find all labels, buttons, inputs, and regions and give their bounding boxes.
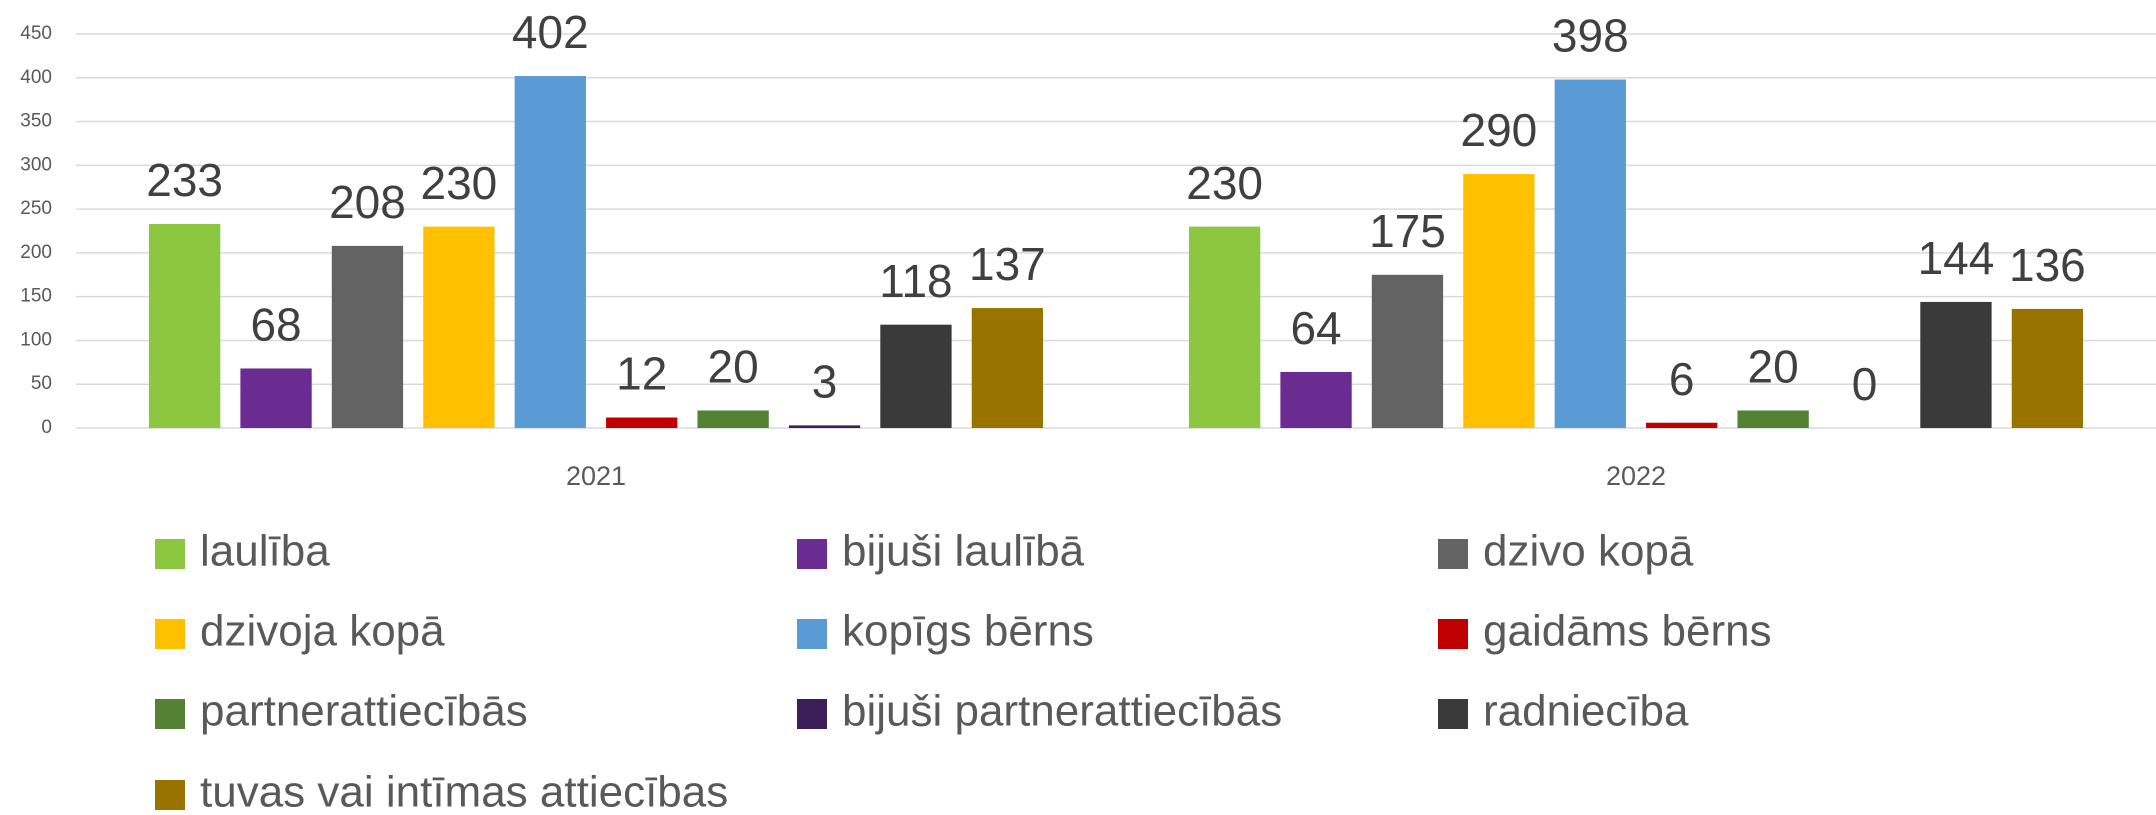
legend-label: partnerattiecībās (200, 687, 528, 736)
y-tick-label: 400 (20, 67, 52, 88)
bar (2011, 308, 2084, 428)
bar (1188, 226, 1261, 428)
legend-label: dzivoja kopā (200, 607, 445, 656)
y-tick-label: 0 (41, 417, 52, 438)
bar (1737, 410, 1809, 428)
legend-label: laulība (200, 527, 330, 576)
value-label: 290 (1461, 104, 1538, 156)
bar (788, 425, 861, 428)
bar (423, 226, 495, 428)
y-tick-label: 300 (20, 154, 52, 175)
legend-swatch (155, 539, 185, 569)
bar (148, 223, 221, 428)
x-tick-label: 2021 (566, 461, 626, 491)
y-tick-label: 50 (31, 373, 52, 394)
bar (1646, 422, 1718, 428)
y-tick-label: 100 (20, 329, 52, 350)
legend-swatch (797, 619, 827, 649)
value-label: 233 (146, 154, 223, 206)
y-tick-label: 450 (20, 23, 52, 44)
legend-swatch (155, 780, 185, 810)
bar (880, 324, 952, 428)
bar (1554, 79, 1626, 428)
value-label: 175 (1369, 205, 1446, 257)
bar (331, 245, 404, 428)
value-label: 402 (512, 6, 589, 58)
value-label: 118 (879, 255, 952, 307)
legend-swatch (155, 619, 185, 649)
value-label: 230 (1186, 157, 1263, 209)
value-label: 230 (421, 157, 498, 209)
legend-label: gaidāms bērns (1483, 607, 1772, 656)
bar (971, 308, 1044, 428)
value-label: 6 (1669, 353, 1695, 405)
value-label: 208 (329, 176, 406, 228)
legend-swatch (797, 699, 827, 729)
value-label: 64 (1290, 302, 1341, 354)
value-label: 3 (812, 356, 838, 408)
legend-swatch (1438, 539, 1468, 569)
value-label: 68 (250, 299, 301, 351)
legend-label: bijuši partnerattiecībās (842, 687, 1282, 736)
bar (1920, 301, 1992, 428)
bar (1280, 371, 1352, 428)
value-label: 0 (1852, 358, 1878, 410)
value-label: 20 (708, 341, 759, 393)
legend-swatch (1438, 619, 1468, 649)
value-label: 137 (969, 238, 1046, 290)
y-tick-label: 350 (20, 111, 52, 132)
value-label: 398 (1552, 10, 1629, 62)
legend-swatch (1438, 699, 1468, 729)
legend-swatch (797, 539, 827, 569)
value-label: 136 (2009, 239, 2086, 291)
y-tick-label: 250 (20, 198, 52, 219)
y-tick-label: 200 (20, 242, 52, 263)
bar (697, 410, 769, 428)
legend-label: radniecība (1483, 687, 1689, 736)
bar (514, 76, 586, 428)
bar (1463, 174, 1535, 428)
bar (240, 368, 312, 428)
value-label: 20 (1748, 341, 1799, 393)
legend-label: dzivo kopā (1483, 527, 1694, 576)
legend-swatch (155, 699, 185, 729)
y-tick-label: 150 (20, 286, 52, 307)
bar (606, 417, 678, 428)
value-label: 12 (616, 348, 667, 400)
legend-label: tuvas vai intīmas attiecības (200, 768, 728, 815)
bar (1371, 274, 1444, 428)
x-tick-label: 2022 (1606, 461, 1666, 491)
legend-label: bijuši laulībā (842, 527, 1085, 576)
legend-label: kopīgs bērns (842, 607, 1094, 656)
value-label: 144 (1918, 232, 1995, 284)
